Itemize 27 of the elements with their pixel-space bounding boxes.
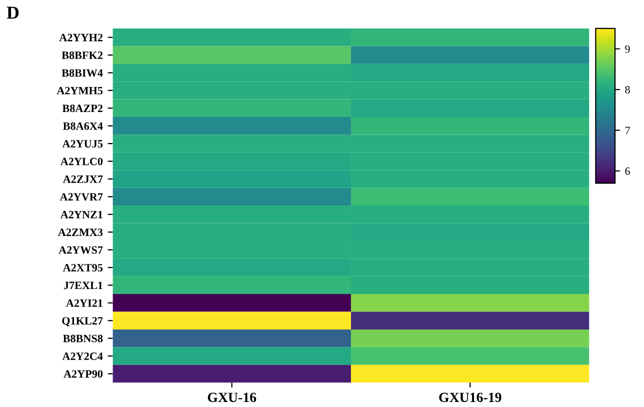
y-tick-label: A2YI21 <box>66 299 102 307</box>
y-tick-label: J7EXL1 <box>64 282 102 290</box>
y-tick-label: A2YMH5 <box>56 86 103 94</box>
y-tick-label: A2YVR7 <box>60 193 103 201</box>
y-tick-label: B8BNS8 <box>63 334 103 342</box>
color-bar-label: 7 <box>625 126 630 134</box>
y-tick-label: B8BIW4 <box>62 69 103 77</box>
y-tick-label: A2XT95 <box>62 264 103 272</box>
y-tick-label: A2YNZ1 <box>60 210 102 218</box>
color-bar-label: 6 <box>625 167 630 175</box>
y-tick-label: A2ZJX7 <box>62 175 103 183</box>
y-tick-label: A2Y2C4 <box>62 352 103 360</box>
color-bar-label: 9 <box>625 45 630 53</box>
chart-title: D <box>6 6 19 19</box>
y-tick-label: A2YUJ5 <box>62 140 103 148</box>
y-tick-label: A2YLC0 <box>60 158 103 166</box>
x-tick-label: GXU-16 <box>208 392 256 402</box>
y-tick-label: Q1KL27 <box>62 317 103 326</box>
y-tick-label: A2YYH2 <box>59 34 102 42</box>
y-tick-label: B8AZP2 <box>62 104 102 112</box>
x-tick-label: GXU16-19 <box>439 392 502 402</box>
y-tick-label: A2ZMX3 <box>58 228 103 236</box>
y-tick-label: A2YWS7 <box>58 246 103 254</box>
y-tick-label: B8A6X4 <box>63 122 103 130</box>
y-tick-label: B8BFK2 <box>62 52 102 60</box>
color-bar-label: 8 <box>625 86 630 94</box>
y-tick-label: A2YP90 <box>64 370 103 378</box>
